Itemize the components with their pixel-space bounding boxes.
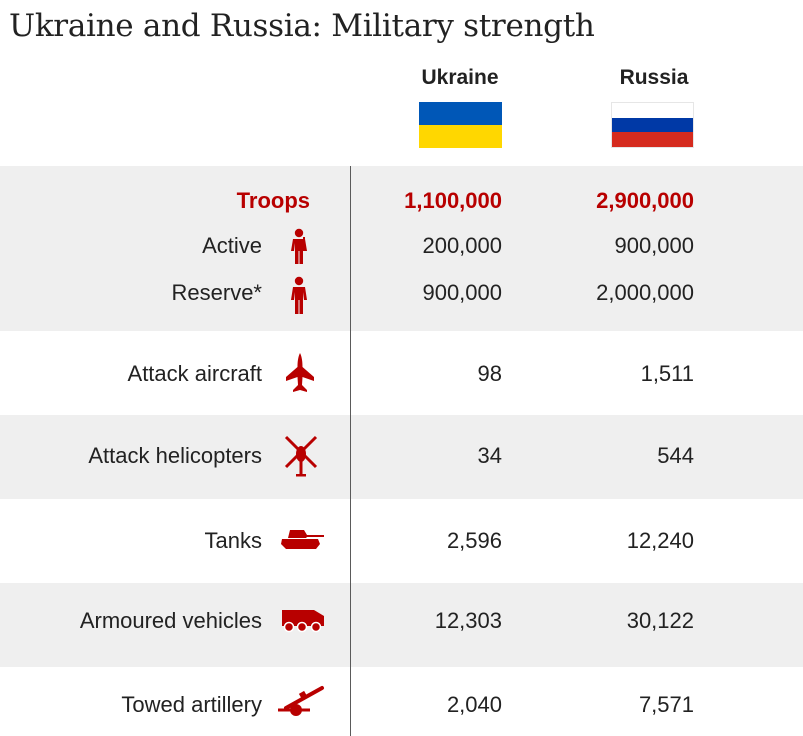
tanks-ukraine-value: 2,596	[446, 528, 502, 553]
attack-aircraft-russia-value: 1,511	[640, 361, 694, 386]
reserve-russia-value: 2,000,000	[596, 280, 694, 305]
attack-helicopters-label: Attack helicopters	[88, 443, 262, 468]
active-russia-value: 900,000	[614, 233, 694, 258]
ukraine-flag-icon	[419, 102, 502, 148]
tanks-label: Tanks	[204, 528, 262, 553]
russia-column-header: Russia	[619, 66, 689, 89]
chart-title: Ukraine and Russia: Military strength	[9, 8, 595, 44]
attack-helicopters-ukraine-value: 34	[477, 443, 502, 468]
troops-label: Troops	[236, 188, 310, 213]
troops-ukraine-value: 1,100,000	[404, 188, 502, 213]
towed-artillery-label: Towed artillery	[121, 692, 262, 717]
attack-aircraft-ukraine-value: 98	[477, 361, 502, 386]
troops-band	[0, 166, 803, 331]
reserve-label: Reserve*	[171, 280, 262, 305]
troops-russia-value: 2,900,000	[596, 188, 694, 213]
reserve-ukraine-value: 900,000	[422, 280, 502, 305]
armoured-vehicles-ukraine-value: 12,303	[434, 608, 502, 633]
helicopters-band	[0, 415, 803, 499]
soldier-icon	[288, 276, 310, 316]
fighter-jet-icon	[284, 352, 316, 394]
armoured-vehicles-russia-value: 30,122	[626, 608, 694, 633]
tank-icon	[280, 527, 326, 551]
active-ukraine-value: 200,000	[422, 233, 502, 258]
soldier-icon	[288, 228, 310, 266]
attack-aircraft-label: Attack aircraft	[127, 361, 262, 386]
russia-flag-icon	[611, 102, 694, 148]
helicopter-icon	[283, 434, 319, 480]
tanks-russia-value: 12,240	[626, 528, 694, 553]
ukraine-column-header: Ukraine	[421, 66, 499, 89]
armoured-vehicles-label: Armoured vehicles	[79, 608, 262, 633]
attack-helicopters-russia-value: 544	[657, 443, 694, 468]
towed-artillery-ukraine-value: 2,040	[446, 692, 502, 717]
column-divider	[350, 166, 351, 736]
towed-artillery-russia-value: 7,571	[638, 692, 694, 717]
towed-artillery-icon	[276, 684, 326, 720]
active-label: Active	[202, 233, 262, 258]
armoured-band	[0, 583, 803, 667]
armoured-vehicle-icon	[280, 606, 326, 634]
